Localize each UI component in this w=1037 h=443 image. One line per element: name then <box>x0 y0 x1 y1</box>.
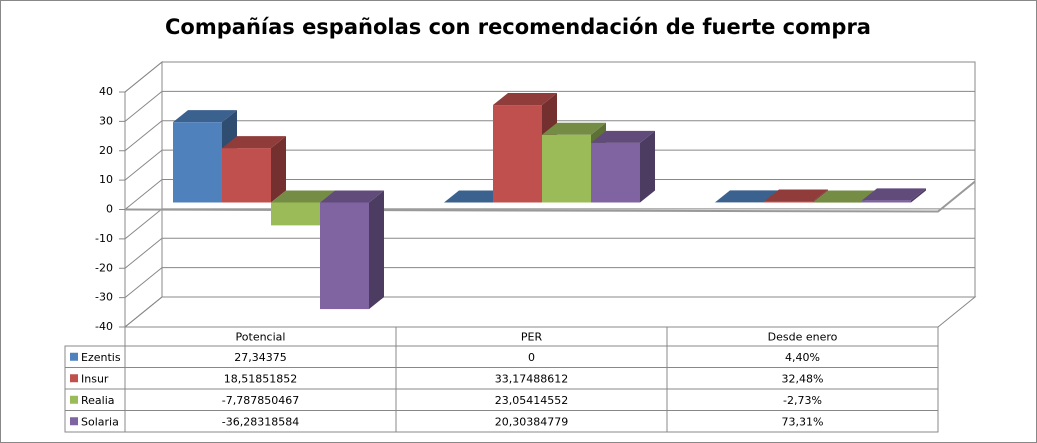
table-value: 20,30384779 <box>495 415 568 428</box>
bar-top <box>764 189 828 202</box>
y-tick-label: 30 <box>99 114 113 127</box>
table-value: 32,48% <box>782 372 824 385</box>
legend-key <box>70 395 78 404</box>
bar-top <box>813 190 877 203</box>
bar-side <box>813 189 828 203</box>
bar <box>862 200 911 203</box>
chart-title: Compañías españolas con recomendación de… <box>165 15 871 39</box>
bar-side <box>640 130 655 203</box>
grid-line <box>124 90 975 122</box>
bar <box>591 142 640 203</box>
legend-label: Realia <box>81 394 115 407</box>
bar <box>320 202 369 310</box>
y-tick-label: -40 <box>95 320 113 333</box>
bar-top <box>591 130 655 143</box>
bar <box>493 105 542 203</box>
table-header: Desde enero <box>768 331 838 344</box>
bar <box>173 122 222 203</box>
table-header: Potencial <box>236 331 286 344</box>
bar <box>271 202 320 226</box>
bar-top <box>493 93 557 106</box>
y-tick-label: 10 <box>99 173 113 186</box>
legend-key <box>70 417 78 426</box>
legend-label: Solaria <box>81 415 119 428</box>
bar-top <box>444 190 508 203</box>
bar-side <box>911 188 926 203</box>
bar-top <box>715 190 779 203</box>
table-value: 27,34375 <box>234 351 287 364</box>
legend-key <box>70 352 78 361</box>
grid-line <box>124 267 975 299</box>
y-tick-label: 40 <box>99 85 113 98</box>
legend-label: Insur <box>81 372 109 385</box>
legend-label: Ezentis <box>81 351 121 364</box>
table-value: -2,73% <box>783 394 822 407</box>
grid-line <box>124 296 975 328</box>
table-value: 4,40% <box>785 351 820 364</box>
bar-top <box>222 136 286 149</box>
grid-line <box>124 120 975 152</box>
grid-line <box>124 237 975 269</box>
bar-top <box>542 122 606 135</box>
bar <box>542 134 591 203</box>
table-value: -7,787850467 <box>222 394 299 407</box>
y-tick-label: -10 <box>95 232 113 245</box>
table-value: 18,51851852 <box>224 372 297 385</box>
y-tick-label: -20 <box>95 261 113 274</box>
bar-side <box>369 190 384 310</box>
legend-key <box>70 374 78 383</box>
bar-top <box>271 190 335 203</box>
bar <box>764 201 813 203</box>
table-value: 33,17488612 <box>495 372 568 385</box>
table-value: 23,05414552 <box>495 394 568 407</box>
bar <box>222 148 271 203</box>
y-tick-label: 20 <box>99 144 113 157</box>
table-header: PER <box>521 331 543 344</box>
y-tick-label: -30 <box>95 291 113 304</box>
bar-top <box>173 110 237 123</box>
y-tick-label: 0 <box>106 203 113 216</box>
bar-top <box>862 188 926 201</box>
grid-line <box>124 149 975 181</box>
table-cell <box>666 410 939 433</box>
bar-top <box>320 190 384 203</box>
floor <box>123 296 977 328</box>
zero-plane <box>124 180 976 213</box>
table-value: -36,28318584 <box>222 415 299 428</box>
table-value: 0 <box>528 351 535 364</box>
table-value: 73,31% <box>782 415 824 428</box>
grid-line <box>124 179 975 210</box>
grid-line <box>124 61 975 93</box>
bar-side <box>271 136 286 203</box>
